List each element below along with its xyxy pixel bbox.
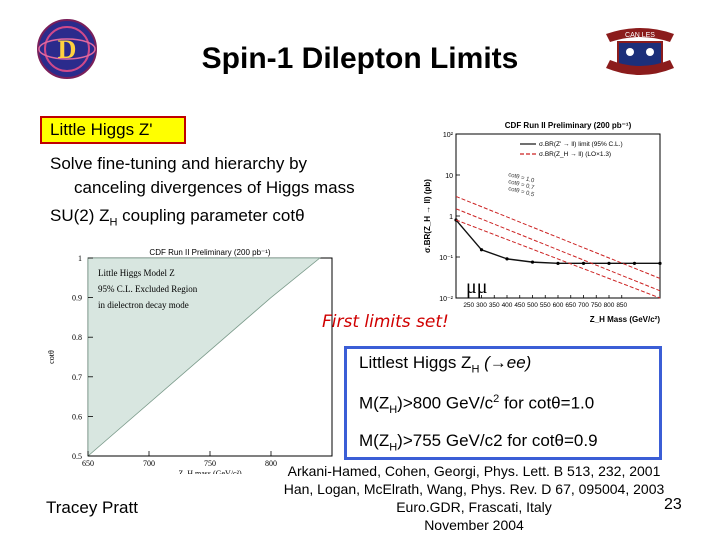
data-point (530, 260, 535, 264)
y-tick-label: 0.8 (72, 333, 82, 342)
y-tick-label: 1 (449, 214, 453, 221)
legend-entry: 95% C.L. Excluded Region (98, 284, 198, 294)
results-box: Littlest Higgs ZH (→ee) M(ZH)>800 GeV/c2… (344, 346, 662, 460)
venue: Euro.GDR, Frascati, Italy (396, 499, 552, 515)
y-tick-label: 1 (78, 254, 82, 263)
first-limits-callout: First limits set! (322, 312, 449, 332)
legend-entry: σ.BR(Z_H → ll) (LO×1.3) (539, 151, 611, 158)
series-line (455, 195, 661, 279)
legend-entry: Little Higgs Model Z (98, 268, 175, 278)
body-line-3: SU(2) ZH coupling parameter cotθ (50, 206, 305, 229)
data-point (556, 261, 560, 265)
body-line-2: canceling divergences of Higgs mass (74, 178, 355, 197)
chart-title: CDF Run II Preliminary (200 pb⁻¹) (149, 248, 270, 257)
y-tick-label: 10² (443, 132, 454, 139)
x-tick-label: 850 (616, 302, 627, 309)
data-point (505, 257, 509, 261)
date: November 2004 (424, 517, 524, 533)
legend-entry: in dielectron decay mode (98, 300, 189, 310)
x-tick-label: 600 (553, 302, 564, 309)
author-name: Tracey Pratt (46, 498, 138, 517)
page-number: 23 (664, 496, 682, 513)
data-point (632, 261, 637, 265)
reference-1: Arkani-Hamed, Cohen, Georgi, Phys. Lett.… (287, 463, 661, 479)
x-tick-label: 350 (489, 302, 500, 309)
x-axis-label: Z_H mass (GeV/c²) (178, 469, 242, 474)
data-point (479, 248, 484, 252)
x-tick-label: 700 (143, 459, 155, 468)
cross-section-limit-plot: CDF Run II Preliminary (200 pb⁻¹) 10² 10 1 1… (423, 121, 662, 324)
y-tick-label: 0.6 (72, 412, 82, 421)
y-axis-label: σ.BR(Z_H → ll) (pb) (423, 179, 432, 253)
page-title: Spin-1 Dilepton Limits (201, 42, 519, 75)
x-tick-label: 700 (578, 302, 589, 309)
data-point (658, 261, 662, 265)
excluded-region (87, 257, 321, 457)
y-tick-label: 10⁻¹ (439, 255, 453, 262)
x-tick-label: 250 (463, 302, 474, 309)
cdf-logo-letter: D (58, 35, 77, 64)
x-tick-label: 550 (540, 302, 551, 309)
excluded-region-plot: CDF Run II Preliminary (200 pb⁻¹) 1 0.9 0.8… (47, 248, 333, 474)
result-line-3: M(ZH)>755 GeV/c2 for cotθ=0.9 (359, 431, 598, 454)
x-tick-label: 500 (527, 302, 538, 309)
y-tick-label: 10⁻² (439, 296, 453, 303)
x-tick-label: 450 (514, 302, 525, 309)
result-line-1: Littlest Higgs ZH (→ee) (359, 353, 532, 376)
chart-title: CDF Run II Preliminary (200 pb⁻¹) (505, 121, 632, 130)
y-tick-label: 0.7 (72, 373, 82, 382)
body-line-1: Solve fine-tuning and hierarchy by (50, 154, 308, 173)
y-tick-label: 0.5 (72, 452, 82, 461)
x-tick-label: 650 (565, 302, 576, 309)
x-tick-label: 400 (502, 302, 513, 309)
reference-2: Han, Logan, McElrath, Wang, Phys. Rev. D… (283, 481, 665, 497)
x-tick-label: 750 (591, 302, 602, 309)
university-crest-logo: CAN LES (606, 28, 674, 75)
y-axis-label: cotθ (47, 350, 56, 364)
dimuon-label: μμ (466, 276, 488, 298)
x-tick-label: 650 (82, 459, 94, 468)
plot-frame (455, 133, 661, 299)
data-point (581, 261, 586, 265)
x-tick-label: 300 (476, 302, 487, 309)
series-line (455, 219, 661, 299)
crest-motto: CAN LES (625, 32, 655, 39)
legend-entry: σ.BR(Z' → ll) limit (95% C.L.) (539, 141, 623, 148)
x-tick-label: 800 (265, 459, 277, 468)
y-tick-label: 0.9 (72, 294, 82, 303)
x-tick-label: 750 (204, 459, 216, 468)
x-tick-label: 800 (604, 302, 615, 309)
x-axis-label: Z_H Mass (GeV/c²) (590, 315, 661, 324)
topic-tag: Little Higgs Z' (40, 116, 186, 144)
y-tick-label: 10 (445, 173, 453, 180)
series-line (455, 208, 661, 292)
data-point (607, 261, 611, 265)
result-line-2: M(ZH)>800 GeV/c2 for cotθ=1.0 (359, 393, 595, 417)
references: Arkani-Hamed, Cohen, Georgi, Phys. Lett.… (276, 462, 672, 534)
cdf-logo: D (37, 19, 97, 79)
